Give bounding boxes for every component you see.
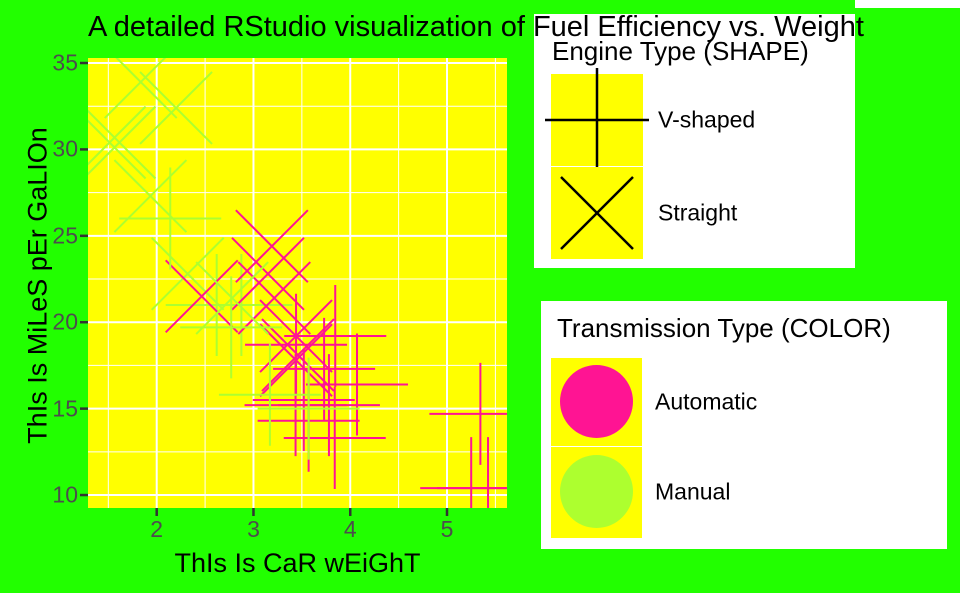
x-tick-label-5: 5	[440, 516, 454, 542]
x-shape-icon	[560, 176, 634, 250]
plot-panel	[88, 58, 507, 508]
legend-label-vshaped: V-shaped	[658, 106, 756, 133]
y-tick-label-10: 10	[52, 481, 78, 508]
data-points	[88, 58, 507, 508]
y-tick-label-15: 15	[52, 395, 78, 422]
legend-label-straight: Straight	[658, 199, 738, 226]
plus-shape-icon	[545, 68, 649, 172]
x-tick-label-4: 4	[343, 516, 357, 542]
y-tick-label-30: 30	[52, 135, 78, 162]
legend-label-automatic: Automatic	[655, 388, 758, 415]
legend-label-manual: Manual	[655, 478, 731, 505]
x-tick-label-3: 3	[247, 516, 260, 542]
legend-transmission-title: Transmission Type (COLOR)	[557, 313, 891, 343]
plot-title: A detailed RStudio visualization of Fuel…	[88, 11, 864, 43]
x-tick-label-2: 2	[150, 516, 164, 542]
automatic-color-swatch-icon	[560, 365, 633, 438]
y-axis-title: ThIs Is MiLeS pEr GaLIOn	[22, 127, 53, 444]
y-tick-label-25: 25	[52, 222, 78, 249]
y-tick-label-35: 35	[52, 49, 78, 76]
legend-engine-title: Engine Type (SHAPE)	[552, 36, 809, 66]
legend-engine-type: Engine Type (SHAPE) V-shaped Straight	[534, 14, 855, 268]
legend-transmission-type: Transmission Type (COLOR) Automatic Manu…	[541, 301, 947, 549]
y-tick-label-20: 20	[52, 308, 78, 335]
manual-color-swatch-icon	[560, 455, 633, 528]
x-axis-title: ThIs Is CaR wEiGhT	[174, 548, 421, 578]
corner-white-strip	[855, 0, 960, 8]
